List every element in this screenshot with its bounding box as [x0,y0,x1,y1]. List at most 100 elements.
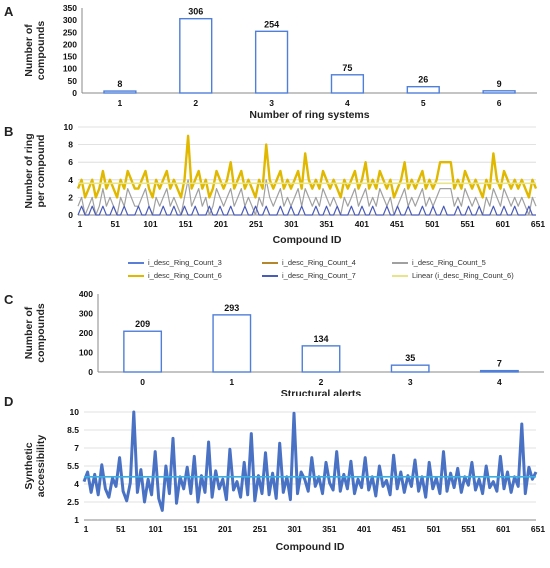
x-tick-label: 5 [421,98,426,108]
x-tick-label: 651 [531,524,545,534]
panel-letter-b: B [4,124,14,139]
x-tick-label: 201 [214,219,228,229]
y-tick-label: 100 [79,348,93,358]
y-tick-label: 10 [64,122,74,132]
x-tick-label: 1 [78,219,83,229]
y-tick-label: 1 [74,515,79,525]
x-tick-label: 301 [288,524,302,534]
legend-label: i_desc_Ring_Count_6 [148,271,222,280]
x-axis-title: Compound ID [276,541,345,553]
y-tick-label: 50 [68,76,78,86]
panel-b: B 0 2 4 6 8 10 1 51 101 151 201 251 301 351 401 451 501 5… [0,122,550,257]
data-label: 8 [117,79,122,89]
x-tick-label: 251 [253,524,267,534]
panel-letter-d: D [4,394,14,409]
y-tick-label: 8 [68,140,73,150]
bar [479,369,519,373]
y-tick-label: 350 [63,3,77,13]
data-label: 9 [497,79,502,89]
y-tick-label: 400 [79,289,93,299]
legend-swatch [262,261,278,264]
chart-a: 0 50 100 150 200 250 300 350 8 1 306 2 254 3 75 4 26 5 9 6 N… [23,3,537,121]
x-tick-label: 501 [425,219,439,229]
bar [103,90,137,94]
data-label: 35 [405,353,415,363]
legend-swatch [262,274,278,277]
y-tick-label: 300 [79,309,93,319]
x-tick-label: 101 [148,524,162,534]
y-tick-label: 0 [68,210,73,220]
y-tick-label: 2.5 [67,497,79,507]
data-label: 75 [342,63,352,73]
data-label: 254 [264,19,279,29]
y-tick-label: 8.5 [67,425,79,435]
x-tick-label: 1 [229,377,234,387]
legend-label: i_desc_Ring_Count_4 [282,258,356,267]
chart-c: 010020030040020902931134235374Structural… [23,289,544,400]
data-label: 306 [188,7,203,17]
x-tick-label: 3 [269,98,274,108]
x-tick-label: 301 [284,219,298,229]
x-tick-label: 351 [320,219,334,229]
y-tick-label: 2 [68,192,73,202]
y-axis-title: Number ofcompounds [23,21,47,81]
legend-item-ring6: i_desc_Ring_Count_6 [128,271,222,280]
y-tick-label: 7 [74,443,79,453]
x-tick-label: 51 [110,219,120,229]
y-tick-label: 300 [63,15,77,25]
data-label: 209 [135,319,150,329]
y-axis-title: Syntheticaccessibility [23,435,47,498]
x-tick-label: 2 [193,98,198,108]
y-tick-label: 200 [79,328,93,338]
x-tick-label: 651 [531,219,545,229]
series-line [82,410,538,512]
panel-d: D 1 2.5 4 5.5 7 8.5 10 1 51 101 151 201 251 301 351 401… [0,392,550,563]
data-label: 7 [497,359,502,369]
x-tick-label: 3 [408,377,413,387]
legend-item-ring4: i_desc_Ring_Count_4 [262,258,356,267]
y-tick-label: 250 [63,27,77,37]
y-tick-label: 6 [68,157,73,167]
data-label: 134 [313,334,328,344]
y-tick-label: 150 [63,52,77,62]
x-tick-label: 601 [496,524,510,534]
legend-swatch [392,274,408,277]
bar [301,345,341,373]
x-tick-label: 151 [183,524,197,534]
y-tick-label: 4 [74,479,79,489]
x-tick-label: 6 [497,98,502,108]
legend-item-ring3: i_desc_Ring_Count_3 [128,258,222,267]
x-axis-title: Compound ID [273,234,342,246]
legend-label: i_desc_Ring_Count_3 [148,258,222,267]
legend-item-ring7: i_desc_Ring_Count_7 [262,271,356,280]
y-axis-title: Number ofcompounds [23,303,47,363]
x-tick-label: 351 [322,524,336,534]
y-tick-label: 5.5 [67,461,79,471]
y-tick-label: 0 [88,367,93,377]
x-tick-label: 201 [218,524,232,534]
y-tick-label: 10 [70,407,80,417]
bar [482,90,516,94]
y-tick-label: 100 [63,64,77,74]
bar [330,74,365,94]
x-tick-label: 601 [496,219,510,229]
panel-c: C 0 100 200 300 400 209 0 293 1 134 2 35 3 7 4 Structur… [0,286,550,400]
chart-b-legend: i_desc_Ring_Count_3 i_desc_Ring_Count_4 … [0,255,550,285]
panel-letter-a: A [4,4,14,19]
bar [390,364,430,373]
x-tick-label: 51 [116,524,126,534]
series-line [76,134,538,199]
legend-swatch [128,274,144,277]
data-label: 26 [418,75,428,85]
x-tick-label: 1 [118,98,123,108]
data-label: 293 [224,303,239,313]
series-line [77,179,537,216]
x-tick-label: 151 [179,219,193,229]
x-axis-title: Number of ring systems [249,109,369,121]
x-tick-label: 451 [392,524,406,534]
bar [254,30,289,94]
x-tick-label: 4 [497,377,502,387]
legend-item-ring5: i_desc_Ring_Count_5 [392,258,486,267]
x-tick-label: 401 [357,524,371,534]
